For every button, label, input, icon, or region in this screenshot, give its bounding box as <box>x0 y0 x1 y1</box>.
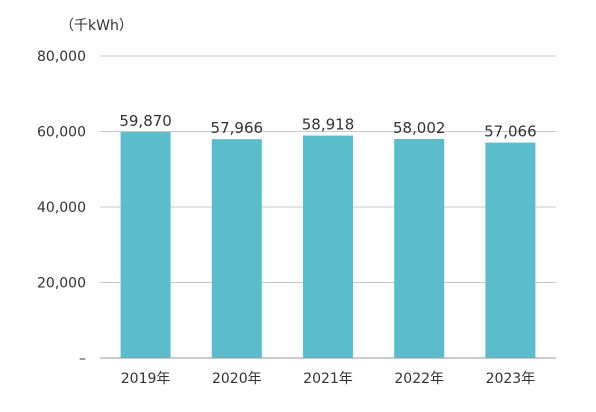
y-tick-label: 60,000 <box>37 125 86 141</box>
x-tick-label: 2023年 <box>486 371 536 387</box>
x-tick-label: 2019年 <box>121 371 171 387</box>
bar-value-label: 58,918 <box>302 116 355 134</box>
bar <box>394 139 445 358</box>
bar-value-label: 59,870 <box>119 112 172 130</box>
bar <box>120 131 171 358</box>
bar-value-label: 57,966 <box>211 119 264 137</box>
bar <box>211 139 262 358</box>
y-tick-label: 80,000 <box>37 49 86 65</box>
bar <box>303 135 353 358</box>
x-tick-label: 2020年 <box>212 371 262 387</box>
x-tick-label: 2021年 <box>303 371 353 387</box>
bar-value-label: 57,066 <box>484 123 537 141</box>
bar-value-label: 58,002 <box>393 119 446 137</box>
y-tick-label: – <box>79 351 86 367</box>
unit-label: （千kWh） <box>60 18 133 34</box>
y-tick-label: 20,000 <box>37 276 86 292</box>
y-tick-label: 40,000 <box>37 200 86 216</box>
bar <box>485 142 536 358</box>
x-tick-label: 2022年 <box>394 371 444 387</box>
